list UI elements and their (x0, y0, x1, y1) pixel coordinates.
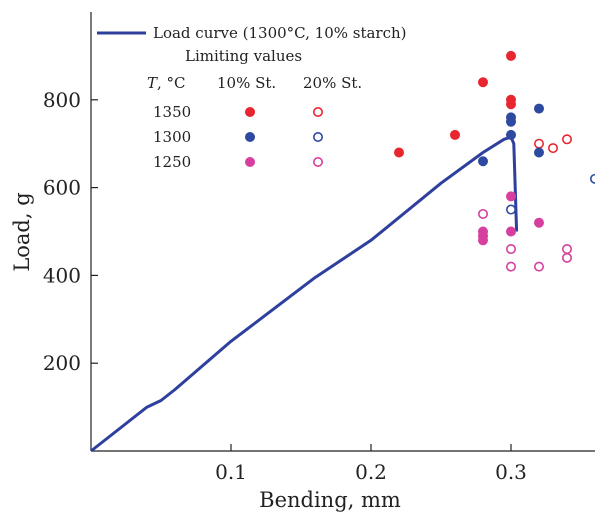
legend-marker-filled (245, 107, 255, 117)
y-tick-label: 400 (43, 263, 81, 287)
legend-marker-open (312, 132, 323, 143)
y-axis-title: Load, g (10, 192, 34, 271)
scatter-point-filled (506, 116, 516, 127)
scatter-point-open (590, 173, 595, 184)
scatter-point-filled (478, 156, 488, 167)
legend-line-label: Load curve (1300°C, 10% starch) (153, 24, 407, 42)
scatter-point-open (477, 208, 488, 219)
scatter-point-filled (450, 129, 460, 140)
scatter-point-filled (534, 147, 544, 158)
y-tick-label: 600 (43, 176, 81, 200)
legend-col1-header: 10% St. (217, 74, 276, 92)
legend: Load curve (1300°C, 10% starch) Limiting… (97, 24, 407, 171)
scatter-point-filled (478, 235, 488, 246)
scatter-point-filled (534, 103, 544, 114)
legend-row-temp: 1250 (153, 153, 191, 171)
legend-marker-open (312, 107, 323, 118)
scatter-point-open (561, 252, 572, 263)
x-axis-title: Bending, mm (259, 488, 401, 512)
scatter-point-filled (506, 99, 516, 110)
scatter-point-open (547, 143, 558, 154)
scatter-point-open (505, 244, 516, 255)
x-tick-label: 0.3 (495, 460, 527, 484)
scatter-point-open (505, 204, 516, 215)
scatter-point-open (561, 244, 572, 255)
y-tick-label: 800 (43, 88, 81, 112)
scatter-point-filled (506, 191, 516, 202)
scatter-point-filled (506, 129, 516, 140)
scatter-point-filled (506, 226, 516, 237)
scatter-series (394, 50, 595, 272)
legend-temp-header-symbol: T (147, 74, 158, 92)
x-tick-label: 0.1 (215, 460, 247, 484)
legend-row-temp: 1350 (153, 103, 191, 121)
scatter-point-open (505, 261, 516, 272)
line-series (90, 135, 519, 453)
legend-col2-header: 20% St. (303, 74, 362, 92)
scatter-point-filled (506, 50, 516, 61)
ticks: 0.1 0.2 0.3 200 400 600 800 (43, 88, 527, 484)
scatter-point-open (561, 134, 572, 145)
load-curve (90, 135, 519, 453)
scatter-point-open (533, 261, 544, 272)
scatter-point-filled (534, 217, 544, 228)
scatter-point-filled (394, 147, 404, 158)
legend-marker-filled (245, 132, 255, 142)
scatter-point-filled (478, 77, 488, 88)
legend-limiting-header: Limiting values (185, 47, 302, 65)
legend-temp-header: T, °C (147, 74, 186, 92)
x-tick-label: 0.2 (355, 460, 387, 484)
legend-marker-open (312, 157, 323, 168)
legend-marker-filled (245, 157, 255, 167)
legend-rows: 1350 1300 1250 (153, 103, 323, 171)
scatter-point-open (533, 138, 544, 149)
y-tick-label: 200 (43, 351, 81, 375)
legend-row-temp: 1300 (153, 128, 191, 146)
legend-temp-header-unit: , °C (157, 74, 186, 92)
